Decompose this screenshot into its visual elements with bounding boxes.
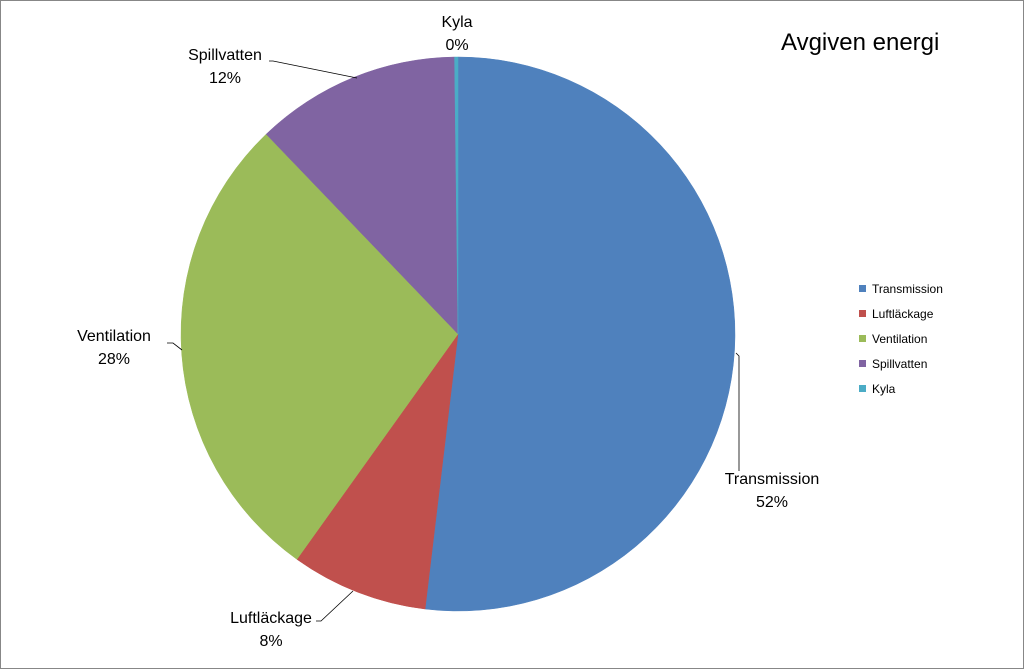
legend-swatch <box>859 285 866 292</box>
data-label-value-spillvatten: 12% <box>209 70 241 87</box>
chart-title: Avgiven energi <box>781 29 940 56</box>
legend-swatch <box>859 385 866 392</box>
leader-line-ventilation <box>167 342 183 351</box>
legend-item-transmission: Transmission <box>859 276 943 301</box>
legend-label: Kyla <box>872 381 896 396</box>
legend-item-spillvatten: Spillvatten <box>859 351 943 376</box>
data-label-value-transmission: 52% <box>756 494 788 511</box>
data-label-name-transmission: Transmission <box>725 471 820 488</box>
legend-swatch <box>859 360 866 367</box>
legend-label: Spillvatten <box>872 356 928 371</box>
pie-slice-spillvatten <box>265 56 459 335</box>
pie-slice-kyla <box>454 56 459 335</box>
legend-label: Luftläckage <box>872 306 934 321</box>
legend-item-ventilation: Ventilation <box>859 326 943 351</box>
legend-label: Transmission <box>872 281 943 296</box>
data-label-name-spillvatten: Spillvatten <box>188 47 262 64</box>
data-label-name-luftläckage: Luftläckage <box>230 610 312 627</box>
data-label-name-ventilation: Ventilation <box>77 328 151 345</box>
legend-item-kyla: Kyla <box>859 376 943 401</box>
leader-line-transmission <box>735 352 740 471</box>
legend-swatch <box>859 335 866 342</box>
data-label-value-kyla: 0% <box>445 37 468 54</box>
leader-line-spillvatten <box>269 60 358 79</box>
legend-label: Ventilation <box>872 331 928 346</box>
data-label-value-luftläckage: 8% <box>259 633 282 650</box>
leader-line-luftläckage <box>316 590 354 622</box>
pie-slice-ventilation <box>180 133 459 560</box>
legend: Transmission Luftläckage Ventilation Spillv… <box>859 276 943 401</box>
pie-slice-luftläckage <box>296 333 459 610</box>
legend-swatch <box>859 310 866 317</box>
pie-slice-transmission <box>424 56 736 612</box>
data-label-name-kyla: Kyla <box>441 14 472 31</box>
legend-item-luftläckage: Luftläckage <box>859 301 943 326</box>
data-label-value-ventilation: 28% <box>98 351 130 368</box>
